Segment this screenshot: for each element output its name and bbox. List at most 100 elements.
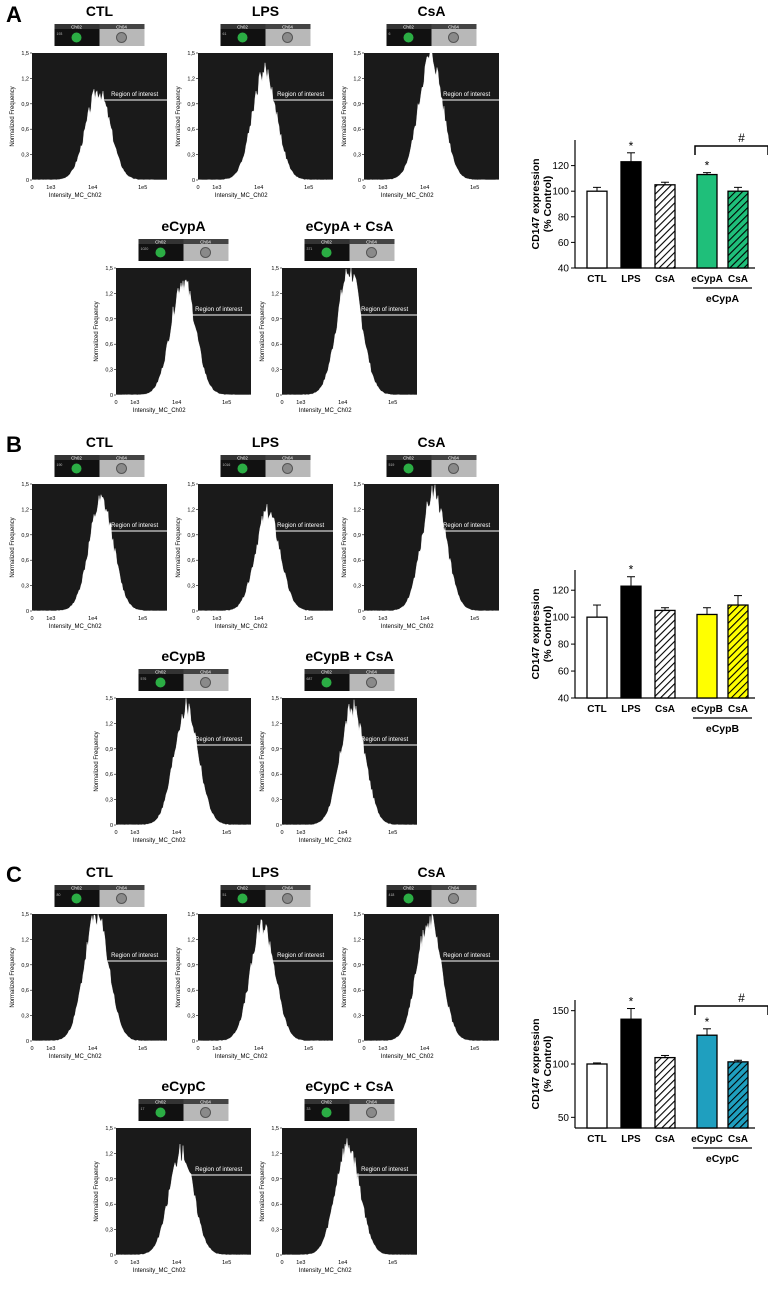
y-tick-label: 0,6: [353, 988, 361, 994]
y-tick-label: 0,9: [271, 317, 279, 323]
y-tick-label: 1,2: [187, 937, 195, 943]
y-axis-label: Normalized Frequency: [94, 731, 100, 791]
significance-star: *: [629, 995, 634, 1009]
event-number: 576: [141, 677, 147, 681]
y-tick-label: 0,3: [353, 1014, 361, 1020]
histogram-title: LPS: [252, 3, 279, 19]
brightfield-cell: [282, 463, 293, 474]
y-tick-label: 0: [26, 1039, 29, 1045]
y-tick-label: 60: [558, 667, 570, 678]
histogram-title: eCypA: [161, 218, 205, 234]
green-fluorescent-cell: [403, 32, 414, 43]
y-tick-label: 0: [26, 178, 29, 184]
bar-ctl: [586, 1063, 608, 1129]
x-tick-label: 1e5: [304, 185, 313, 191]
histogram-distribution: [116, 698, 252, 826]
x-tick-label: 1e3: [378, 1046, 387, 1052]
y-tick-label: 0,3: [187, 1014, 195, 1020]
y-axis-label-line2: (% Control): [542, 1036, 554, 1093]
histogram-title: CsA: [417, 3, 445, 19]
event-number: 51: [223, 893, 227, 897]
histogram-distribution: [282, 267, 417, 396]
y-tick-label: 1,2: [353, 937, 361, 943]
y-tick-label: 1,5: [271, 696, 279, 702]
x-tick-label: 1e3: [130, 830, 139, 836]
channel-label-ch02: Ch02: [321, 239, 332, 244]
group-label: eCypA: [706, 293, 740, 305]
x-tick-label: eCypB: [691, 704, 723, 715]
y-tick-label: 0,3: [187, 584, 195, 590]
brightfield-cell: [282, 893, 293, 904]
x-tick-label: 1e4: [254, 185, 263, 191]
y-tick-label: 0,3: [271, 798, 279, 804]
histogram-title: LPS: [252, 864, 279, 880]
y-tick-label: 1,2: [105, 721, 113, 727]
channel-label-ch02: Ch02: [321, 669, 332, 674]
x-tick-label: LPS: [621, 274, 641, 285]
y-axis-label-line1: CD147 expression: [530, 588, 542, 679]
x-tick-label: 1e4: [338, 400, 347, 406]
x-tick-label: 0: [280, 1260, 283, 1266]
x-tick-label: 1e4: [420, 1046, 429, 1052]
hash-significance: #: [738, 991, 745, 1005]
x-tick-label: 1e3: [296, 400, 305, 406]
histogram-distribution: [197, 919, 334, 1042]
event-number: 17: [141, 1107, 145, 1111]
histogram-distribution: [364, 484, 500, 612]
y-tick-label: 1,5: [21, 912, 29, 918]
y-tick-label: 80: [558, 212, 570, 223]
event-number: 80: [57, 893, 61, 897]
x-axis-label: Intensity_MC_Ch02: [381, 1054, 434, 1060]
channel-header-ch04: [431, 885, 477, 890]
y-tick-label: 0,9: [353, 963, 361, 969]
channel-header-ch04: [349, 1099, 395, 1104]
panel-letter: B: [6, 432, 22, 457]
x-axis-label: Intensity_MC_Ch02: [49, 624, 102, 630]
x-tick-label: 1e5: [388, 830, 397, 836]
y-tick-label: 0,3: [271, 368, 279, 374]
histogram-ecypa-csa: eCypA + CsA Ch02 Ch04 371 Region of interest…: [260, 218, 417, 414]
x-tick-label: 1e5: [388, 1260, 397, 1266]
region-of-interest-label: Region of interest: [361, 1167, 408, 1173]
region-of-interest-label: Region of interest: [195, 307, 242, 313]
y-tick-label: 1,5: [187, 482, 195, 488]
x-axis-label: Intensity_MC_Ch02: [215, 1054, 268, 1060]
x-axis-label: Intensity_MC_Ch02: [299, 838, 352, 844]
y-tick-label: 0,9: [187, 102, 195, 108]
channel-label-ch04: Ch04: [116, 24, 127, 29]
y-tick-label: 0,6: [271, 772, 279, 778]
x-tick-label: 1e3: [130, 1260, 139, 1266]
green-fluorescent-cell: [155, 677, 166, 688]
channel-header-ch02: [220, 24, 266, 29]
x-tick-label: 1e3: [46, 1046, 55, 1052]
group-label: eCypB: [706, 723, 740, 735]
brightfield-cell: [200, 677, 211, 688]
x-tick-label: 1e3: [212, 1046, 221, 1052]
bar-csa: [654, 184, 676, 269]
y-tick-label: 0,6: [21, 127, 29, 133]
significance-star: *: [705, 159, 710, 173]
y-axis-label: Normalized Frequency: [10, 86, 16, 146]
x-axis-label: Intensity_MC_Ch02: [49, 1054, 102, 1060]
y-tick-label: 0,6: [105, 1202, 113, 1208]
y-tick-label: 100: [552, 1060, 569, 1071]
y-tick-label: 0,3: [353, 153, 361, 159]
histogram-title: CsA: [417, 864, 445, 880]
y-tick-label: 0: [192, 609, 195, 615]
y-axis-label-line2: (% Control): [542, 176, 554, 233]
channel-header-ch02: [386, 455, 432, 460]
y-tick-label: 1,2: [105, 1151, 113, 1157]
region-of-interest-label: Region of interest: [361, 307, 408, 313]
bar-ctl: [586, 616, 608, 699]
x-tick-label: 1e3: [378, 185, 387, 191]
x-tick-label: LPS: [621, 1134, 641, 1145]
x-tick-label: 1e5: [138, 616, 147, 622]
x-axis-label: Intensity_MC_Ch02: [133, 838, 186, 844]
channel-header-ch02: [54, 24, 100, 29]
region-of-interest-label: Region of interest: [111, 953, 158, 959]
x-tick-label: CsA: [728, 704, 748, 715]
x-tick-label: 1e5: [222, 830, 231, 836]
x-tick-label: eCypA: [691, 274, 723, 285]
y-tick-label: 0,9: [187, 963, 195, 969]
x-tick-label: 0: [280, 830, 283, 836]
